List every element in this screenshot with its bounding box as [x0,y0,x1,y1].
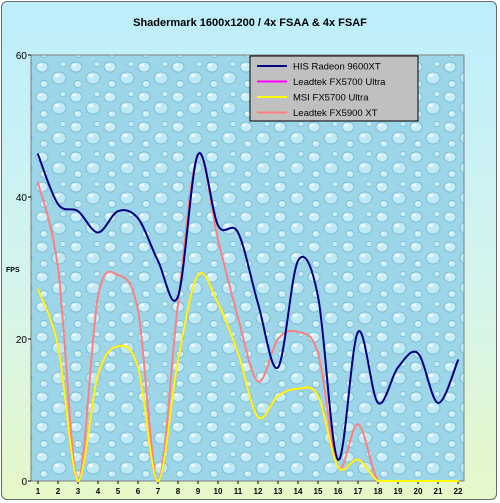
x-tick-label: 15 [314,487,323,496]
x-tick-label: 5 [116,487,121,496]
x-tick-label: 9 [196,487,201,496]
y-tick-label: 40 [16,193,28,204]
x-tick-label: 17 [354,487,363,496]
x-tick-label: 11 [234,487,243,496]
x-tick-label: 12 [254,487,263,496]
x-tick-label: 10 [214,487,223,496]
y-tick-label: 0 [21,477,27,488]
y-tick-label: 60 [16,51,28,62]
x-tick-label: 19 [394,487,403,496]
y-tick-label: 20 [16,335,28,346]
x-tick-label: 18 [374,487,383,496]
x-tick-label: 21 [434,487,443,496]
x-tick-label: 8 [176,487,181,496]
x-tick-label: 6 [136,487,141,496]
legend-label: HIS Radeon 9600XT [293,62,381,73]
chart-title: Shadermark 1600x1200 / 4x FSAA & 4x FSAF [133,17,367,29]
legend: HIS Radeon 9600XT Leadtek FX5700 Ultra MSI… [249,55,419,122]
legend-label: Leadtek FX5900 XT [293,108,378,119]
plot-area [30,54,465,482]
x-tick-label: 2 [56,487,61,496]
x-tick-label: 4 [96,487,101,496]
y-axis: 0 20 40 60 [16,51,31,488]
series-line-2 [37,272,459,482]
y-axis-label: FPS [6,267,20,274]
x-tick-label: 3 [76,487,81,496]
x-axis: 1 2 3 4 5 6 7 8 9 10 11 12 13 14 15 16 17 18 19 20 21 22 [36,481,463,496]
x-tick-label: 20 [414,487,423,496]
series-line-3 [37,152,459,482]
x-tick-label: 1 [36,487,41,496]
x-tick-label: 13 [274,487,283,496]
legend-label: Leadtek FX5700 Ultra [293,77,386,88]
x-tick-label: 7 [156,487,161,496]
series-lines [37,152,459,482]
x-tick-label: 22 [454,487,463,496]
legend-label: MSI FX5700 Ultra [293,93,369,104]
series-line-0 [37,152,459,461]
x-tick-label: 16 [334,487,343,496]
x-tick-label: 14 [294,487,303,496]
